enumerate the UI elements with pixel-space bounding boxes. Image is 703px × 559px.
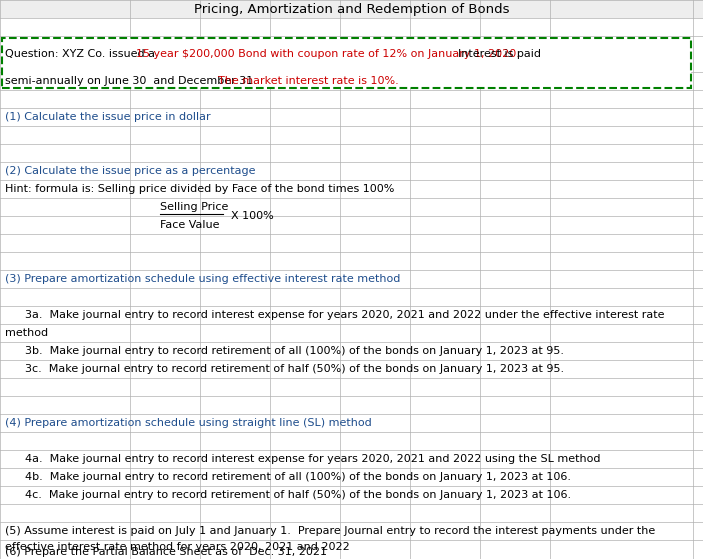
Text: (3) Prepare amortization schedule using effective interest rate method: (3) Prepare amortization schedule using … [5,274,401,284]
Text: Question: XYZ Co. issued a: Question: XYZ Co. issued a [5,49,158,59]
Text: Pricing, Amortization and Redemption of Bonds: Pricing, Amortization and Redemption of … [194,2,509,16]
Text: Face Value: Face Value [160,220,219,230]
Text: 3a.  Make journal entry to record interest expense for years 2020, 2021 and 2022: 3a. Make journal entry to record interes… [25,310,664,320]
Text: semi-annually on June 30  and December 31.: semi-annually on June 30 and December 31… [5,76,264,86]
Text: Interest is paid: Interest is paid [451,49,541,59]
Text: 4a.  Make journal entry to record interest expense for years 2020, 2021 and 2022: 4a. Make journal entry to record interes… [25,454,600,464]
Bar [0,0,703,18]
Text: 3c.  Make journal entry to record retirement of half (50%) of the bonds on Janua: 3c. Make journal entry to record retirem… [25,364,564,374]
Text: method: method [5,328,48,338]
Text: Selling Price: Selling Price [160,202,228,212]
Text: 4c.  Make journal entry to record retirement of half (50%) of the bonds on Janua: 4c. Make journal entry to record retirem… [25,490,571,500]
Text: (1) Calculate the issue price in dollar: (1) Calculate the issue price in dollar [5,112,211,122]
Text: 15 year $200,000 Bond with coupon rate of 12% on January 1, 2020.: 15 year $200,000 Bond with coupon rate o… [136,49,520,59]
Text: (2) Calculate the issue price as a percentage: (2) Calculate the issue price as a perce… [5,166,255,176]
Text: (6) Prepare the Partial Balance Sheet as of  Dec. 31, 2021: (6) Prepare the Partial Balance Sheet as… [5,547,327,557]
FancyBboxPatch shape [2,38,691,88]
Text: effective interest rate method for years 2020, 2021 and 2022: effective interest rate method for years… [5,542,350,552]
Text: (4) Prepare amortization schedule using straight line (SL) method: (4) Prepare amortization schedule using … [5,418,372,428]
Text: 3b.  Make journal entry to record retirement of all (100%) of the bonds on Janua: 3b. Make journal entry to record retirem… [25,346,564,356]
Text: Hint: formula is: Selling price divided by Face of the bond times 100%: Hint: formula is: Selling price divided … [5,184,394,194]
Text: 4b.  Make journal entry to record retirement of all (100%) of the bonds on Janua: 4b. Make journal entry to record retirem… [25,472,571,482]
Text: The market interest rate is 10%.: The market interest rate is 10%. [219,76,399,86]
Text: (5) Assume interest is paid on July 1 and January 1.  Prepare Journal entry to r: (5) Assume interest is paid on July 1 an… [5,526,655,536]
Text: X 100%: X 100% [231,211,273,221]
